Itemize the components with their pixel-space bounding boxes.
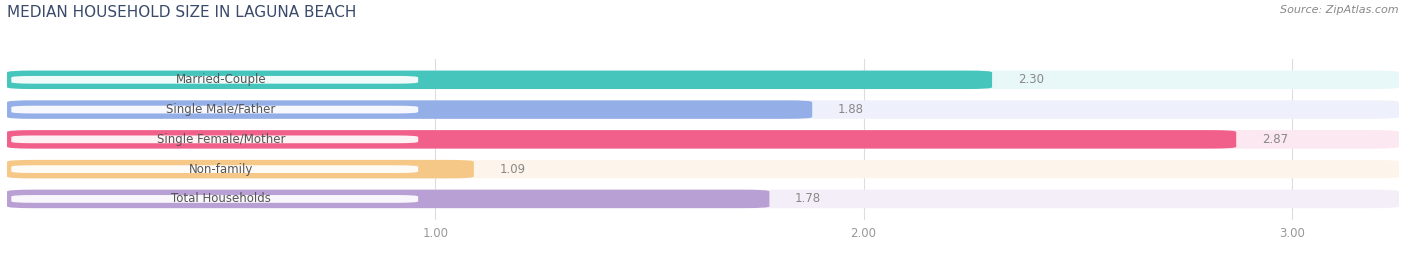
FancyBboxPatch shape (11, 76, 418, 84)
FancyBboxPatch shape (11, 195, 418, 203)
FancyBboxPatch shape (7, 100, 1399, 119)
Text: 1.78: 1.78 (794, 192, 821, 205)
Text: Single Female/Mother: Single Female/Mother (157, 133, 285, 146)
Text: Source: ZipAtlas.com: Source: ZipAtlas.com (1281, 5, 1399, 15)
FancyBboxPatch shape (11, 136, 418, 143)
FancyBboxPatch shape (7, 100, 813, 119)
FancyBboxPatch shape (7, 190, 1399, 208)
Text: 1.88: 1.88 (838, 103, 863, 116)
FancyBboxPatch shape (7, 130, 1236, 148)
FancyBboxPatch shape (7, 160, 474, 178)
FancyBboxPatch shape (11, 165, 418, 173)
Text: Non-family: Non-family (188, 163, 253, 176)
Text: 1.09: 1.09 (499, 163, 526, 176)
FancyBboxPatch shape (11, 106, 418, 113)
Text: MEDIAN HOUSEHOLD SIZE IN LAGUNA BEACH: MEDIAN HOUSEHOLD SIZE IN LAGUNA BEACH (7, 5, 356, 20)
FancyBboxPatch shape (7, 130, 1399, 148)
FancyBboxPatch shape (7, 70, 1399, 89)
Text: Married-Couple: Married-Couple (176, 73, 267, 86)
FancyBboxPatch shape (7, 160, 1399, 178)
Text: 2.30: 2.30 (1018, 73, 1043, 86)
Text: 2.87: 2.87 (1263, 133, 1288, 146)
FancyBboxPatch shape (7, 190, 769, 208)
Text: Total Households: Total Households (172, 192, 271, 205)
Text: Single Male/Father: Single Male/Father (166, 103, 276, 116)
FancyBboxPatch shape (7, 70, 993, 89)
